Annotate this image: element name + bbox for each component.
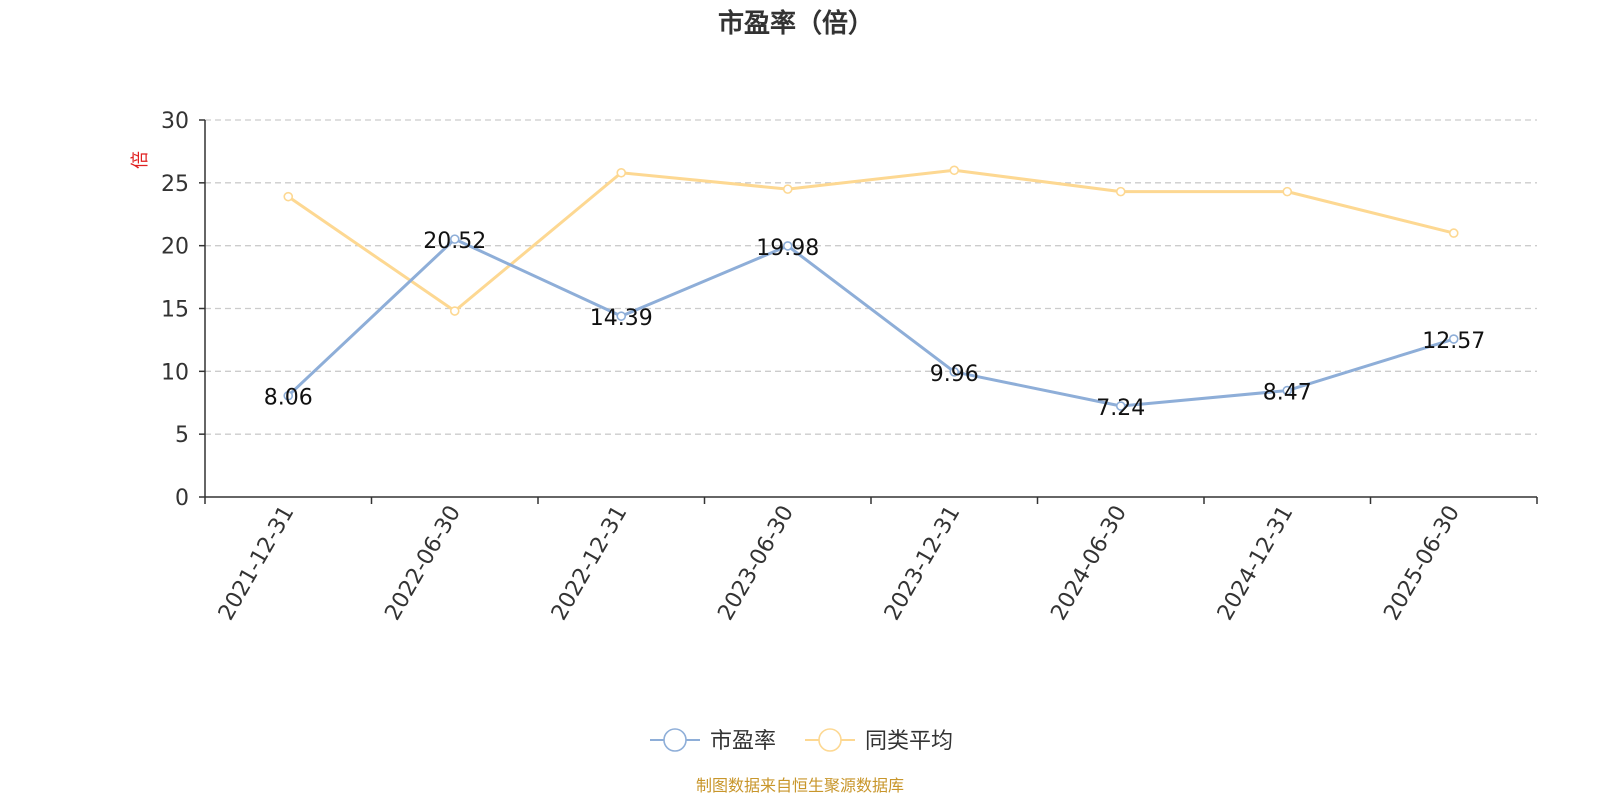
data-label: 8.06 [264, 386, 313, 411]
data-point[interactable] [949, 165, 960, 176]
chart-title: 市盈率（倍） [718, 8, 874, 39]
y-tick-label: 20 [161, 235, 189, 260]
y-tick-label: 30 [161, 109, 189, 134]
data-point[interactable] [449, 234, 460, 244]
x-tick-label: 2021-12-31 [214, 502, 300, 625]
x-tick-label: 2023-12-31 [880, 502, 966, 625]
y-tick-label: 15 [161, 298, 189, 323]
data-point[interactable] [782, 184, 793, 194]
x-tick-label: 2022-12-31 [547, 502, 633, 625]
data-label: 20.52 [423, 229, 486, 254]
data-label: 19.98 [756, 236, 819, 261]
axes: 0 5 10 15 20 25 30 2021-12-31 2022-06-30 2022-12-… [161, 109, 1538, 625]
legend-label: 市盈率 [710, 729, 776, 754]
legend-label: 同类平均 [865, 729, 953, 754]
data-point[interactable] [283, 390, 294, 401]
x-tick-label: 2022-06-30 [380, 502, 466, 625]
series-line-pe-ratio [287, 237, 1455, 408]
data-point[interactable] [1115, 186, 1126, 197]
data-point[interactable] [616, 311, 627, 321]
data-point[interactable] [449, 306, 460, 316]
data-point[interactable] [1115, 401, 1126, 411]
y-axis-label: 倍 [130, 151, 151, 169]
y-tick-label: 25 [161, 172, 189, 197]
series-line-peer-average [287, 168, 1455, 313]
x-tick-label: 2024-12-31 [1213, 502, 1299, 625]
data-label: 12.57 [1422, 329, 1485, 354]
legend-item-pe-ratio[interactable]: 市盈率 [650, 728, 776, 754]
data-labels: 8.06 20.52 14.39 19.98 9.96 7.24 8.47 12.57 [264, 229, 1485, 421]
y-tick-label: 10 [161, 360, 189, 385]
y-tick-label: 5 [175, 423, 189, 448]
y-tick-label: 0 [175, 486, 189, 511]
x-tick-label: 2023-06-30 [713, 502, 799, 625]
legend-marker [663, 728, 687, 752]
data-point[interactable] [1448, 228, 1459, 238]
data-point[interactable] [283, 191, 294, 202]
data-point[interactable] [1282, 186, 1293, 197]
data-point[interactable] [1448, 334, 1459, 344]
x-tick-label: 2024-06-30 [1046, 502, 1132, 625]
data-label: 8.47 [1263, 381, 1312, 406]
legend-marker [818, 728, 842, 752]
data-point[interactable] [616, 167, 627, 178]
x-tick-label: 2025-06-30 [1379, 502, 1465, 625]
data-label: 9.96 [930, 362, 979, 387]
data-point[interactable] [1282, 385, 1293, 396]
data-point[interactable] [949, 367, 960, 377]
data-label: 7.24 [1096, 396, 1145, 421]
source-note: 制图数据来自恒生聚源数据库 [696, 776, 904, 795]
legend[interactable]: 市盈率 同类平均 [650, 728, 953, 754]
data-point[interactable] [782, 241, 793, 251]
series-lines [283, 165, 1459, 411]
data-label: 14.39 [590, 306, 653, 331]
legend-item-peer-average[interactable]: 同类平均 [805, 728, 953, 754]
